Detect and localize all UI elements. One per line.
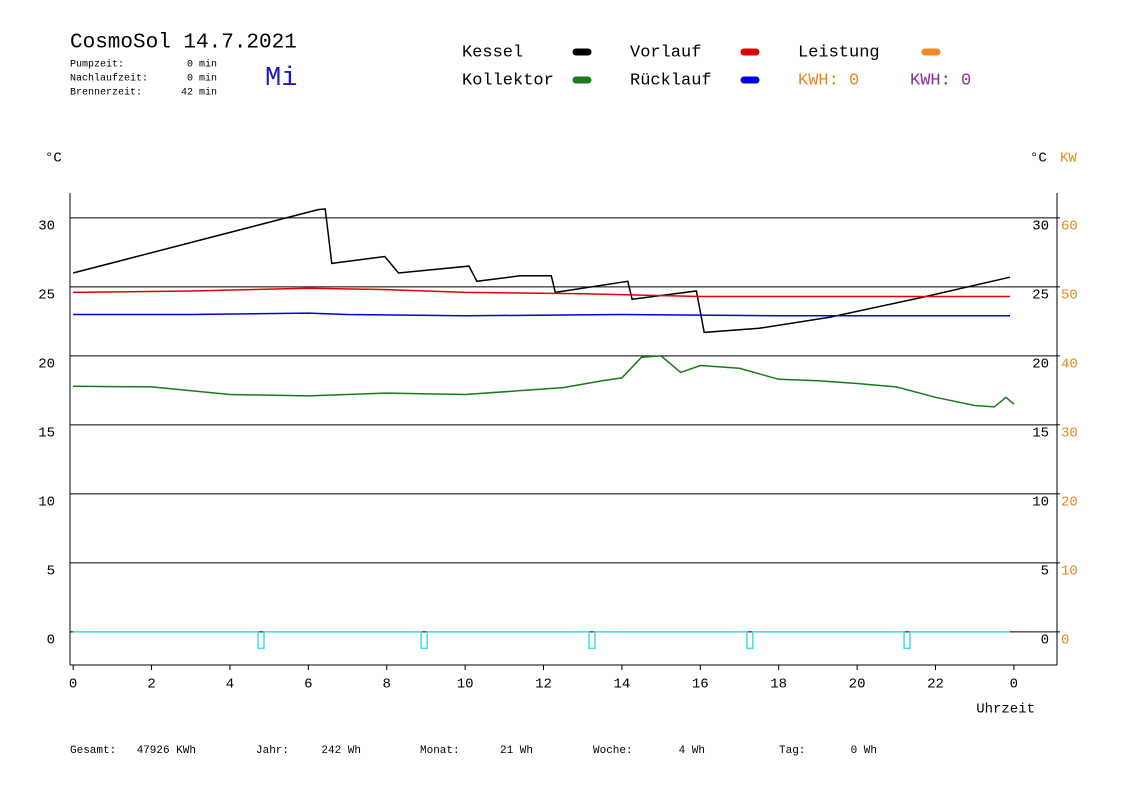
- y-tick-label-right: 0: [1041, 633, 1049, 649]
- x-tick-label: 2: [147, 677, 155, 693]
- x-tick-label: 12: [535, 677, 552, 693]
- x-tick-label: 0: [1010, 677, 1018, 693]
- x-tick-label: 18: [770, 677, 787, 693]
- x-tick-label: 20: [849, 677, 866, 693]
- series-line: [73, 631, 1010, 650]
- y-tick-label: 5: [47, 564, 55, 580]
- series-line: [73, 355, 1015, 408]
- y2-tick-label: 10: [1061, 564, 1078, 580]
- x-tick-label: 0: [69, 677, 77, 693]
- y-tick-label-right: 10: [1032, 495, 1049, 511]
- total-value: 21 Wh: [500, 745, 533, 757]
- y2-tick-label: 50: [1061, 288, 1078, 304]
- info-value: 0 min: [187, 59, 217, 71]
- y-axis-label: °C: [45, 151, 62, 167]
- legend-label: Vorlauf: [630, 43, 701, 62]
- kwh-label: KWH: 0: [798, 71, 859, 90]
- y-tick-label: 10: [38, 495, 55, 511]
- series-line: [72, 208, 1011, 334]
- y2-tick-label: 20: [1061, 495, 1078, 511]
- x-tick-label: 4: [226, 677, 234, 693]
- x-tick-label: 6: [304, 677, 312, 693]
- legend-label: Kessel: [462, 43, 523, 62]
- y-tick-label-right: 5: [1041, 564, 1049, 580]
- y-tick-label: 30: [38, 219, 55, 235]
- legend-label: Rücklauf: [630, 71, 712, 90]
- info-label: Brennerzeit:: [70, 87, 142, 99]
- kwh-label: KWH: 0: [910, 71, 971, 90]
- series-line: [73, 312, 1010, 317]
- x-tick-label: 8: [383, 677, 391, 693]
- y-tick-label-right: 15: [1032, 426, 1049, 442]
- x-tick-label: 10: [457, 677, 474, 693]
- total-label: Tag:: [779, 745, 805, 757]
- y-tick-label: 0: [47, 633, 55, 649]
- total-value: 47926 KWh: [137, 745, 196, 757]
- total-label: Monat:: [420, 745, 460, 757]
- y-tick-label-right: 30: [1032, 219, 1049, 235]
- day: Mi: [265, 64, 297, 94]
- series-line: [73, 287, 1010, 298]
- total-value: 242 Wh: [321, 745, 361, 757]
- legend-label: Kollektor: [462, 71, 554, 90]
- info-value: 0 min: [187, 73, 217, 85]
- chart-title: CosmoSol 14.7.2021: [70, 32, 297, 55]
- y2-tick-label: 0: [1061, 633, 1069, 649]
- total-label: Gesamt:: [70, 745, 116, 757]
- legend-label: Leistung: [798, 43, 880, 62]
- y-tick-label: 20: [38, 357, 55, 373]
- total-value: 4 Wh: [679, 745, 705, 757]
- y2-tick-label: 40: [1061, 357, 1078, 373]
- y-tick-label-right: 25: [1032, 288, 1049, 304]
- y2-tick-label: 60: [1061, 219, 1078, 235]
- total-value: 0 Wh: [851, 745, 877, 757]
- y-axis-label-right: °C: [1030, 151, 1047, 167]
- x-tick-label: 16: [692, 677, 709, 693]
- x-axis-label: Uhrzeit: [976, 702, 1035, 718]
- total-label: Jahr:: [256, 745, 289, 757]
- info-label: Nachlaufzeit:: [70, 73, 148, 85]
- info-value: 42 min: [181, 87, 217, 99]
- info-label: Pumpzeit:: [70, 59, 124, 71]
- total-label: Woche:: [593, 745, 633, 757]
- y2-axis-label: KW: [1060, 151, 1077, 167]
- y-tick-label: 25: [38, 288, 55, 304]
- y2-tick-label: 30: [1061, 426, 1078, 442]
- x-tick-label: 22: [927, 677, 944, 693]
- x-tick-label: 14: [613, 677, 630, 693]
- y-tick-label-right: 20: [1032, 357, 1049, 373]
- y-tick-label: 15: [38, 426, 55, 442]
